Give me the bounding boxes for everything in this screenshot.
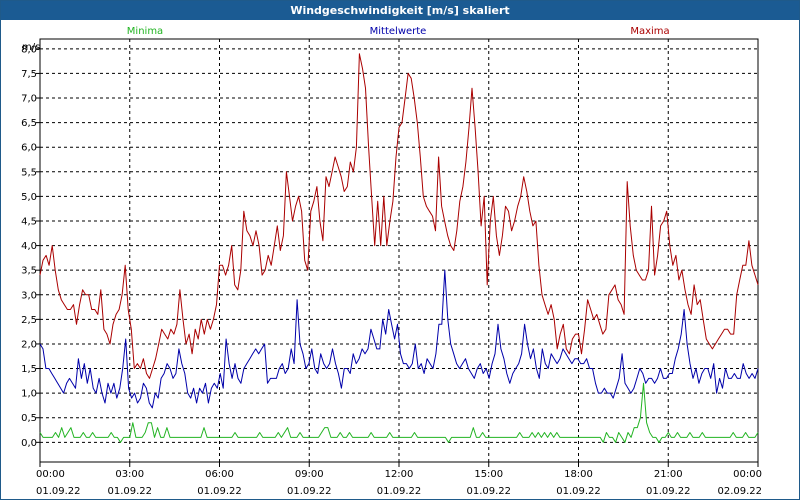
legend: Minima Mittelwerte Maxima (127, 26, 670, 37)
x-tick-time-label: 09:00 (295, 469, 324, 480)
x-tick-time-label: 15:00 (474, 469, 503, 480)
x-tick-date-label: 01.09.22 (556, 486, 601, 497)
y-tick-label: 4,5 (21, 216, 37, 227)
x-tick-time-label: 00:00 (733, 469, 762, 480)
x-tick-time-label: 12:00 (385, 469, 414, 480)
legend-label-minima: Minima (127, 26, 163, 37)
legend-label-mittelwerte: Mittelwerte (370, 26, 427, 37)
x-tick-date-label: 01.09.22 (287, 486, 332, 497)
x-tick-date-label: 02.09.22 (717, 486, 762, 497)
y-tick-label: 5,0 (21, 192, 37, 203)
legend-label-maxima: Maxima (630, 26, 669, 37)
y-tick-label: 6,5 (21, 118, 37, 129)
x-tick-date-label: 01.09.22 (36, 486, 81, 497)
y-tick-label: 2,5 (21, 315, 37, 326)
y-tick-label: 4,0 (21, 241, 37, 252)
series-lines (39, 53, 759, 443)
x-tick-date-label: 01.09.22 (377, 486, 422, 497)
x-tick-time-label: 18:00 (564, 469, 593, 480)
x-tick-time-label: 06:00 (205, 469, 234, 480)
x-tick-time-label: 03:00 (115, 469, 144, 480)
x-tick-date-label: 01.09.22 (646, 486, 691, 497)
y-tick-label: 7,5 (21, 69, 37, 80)
window-title: Windgeschwindigkeit [m/s] skaliert (1, 1, 799, 20)
y-tick-label: 2,0 (21, 339, 37, 350)
y-unit-label: m/s (22, 42, 40, 53)
y-tick-label: 1,0 (21, 389, 37, 400)
x-tick-date-label: 01.09.22 (466, 486, 511, 497)
x-tick-date-label: 01.09.22 (107, 486, 152, 497)
x-axis: 00:00 01.09.22 03:00 01.09.22 06:00 01.09.22 0… (36, 462, 762, 497)
y-tick-label: 3,0 (21, 290, 37, 301)
y-tick-label: 6,0 (21, 143, 37, 154)
y-tick-label: 1,5 (21, 364, 37, 375)
x-tick-time-label: 00:00 (36, 469, 65, 480)
series-line-minima (39, 382, 759, 443)
series-line-maxima (39, 53, 759, 379)
x-tick-date-label: 01.09.22 (197, 486, 242, 497)
y-tick-label: 8,0 (21, 44, 37, 55)
y-tick-label: 0,5 (21, 413, 37, 424)
y-tick-label: 0,0 (21, 438, 37, 449)
y-tick-label: 7,0 (21, 94, 37, 105)
y-tick-label: 3,5 (21, 266, 37, 277)
y-tick-label: 5,5 (21, 167, 37, 178)
series-line-mittelwerte (39, 269, 759, 409)
y-axis: m/s 0,0 0,5 1,0 1,5 2,0 2,5 3,0 3,5 4,0 4,5 5,0 5,5… (21, 42, 40, 449)
x-tick-time-label: 21:00 (654, 469, 683, 480)
